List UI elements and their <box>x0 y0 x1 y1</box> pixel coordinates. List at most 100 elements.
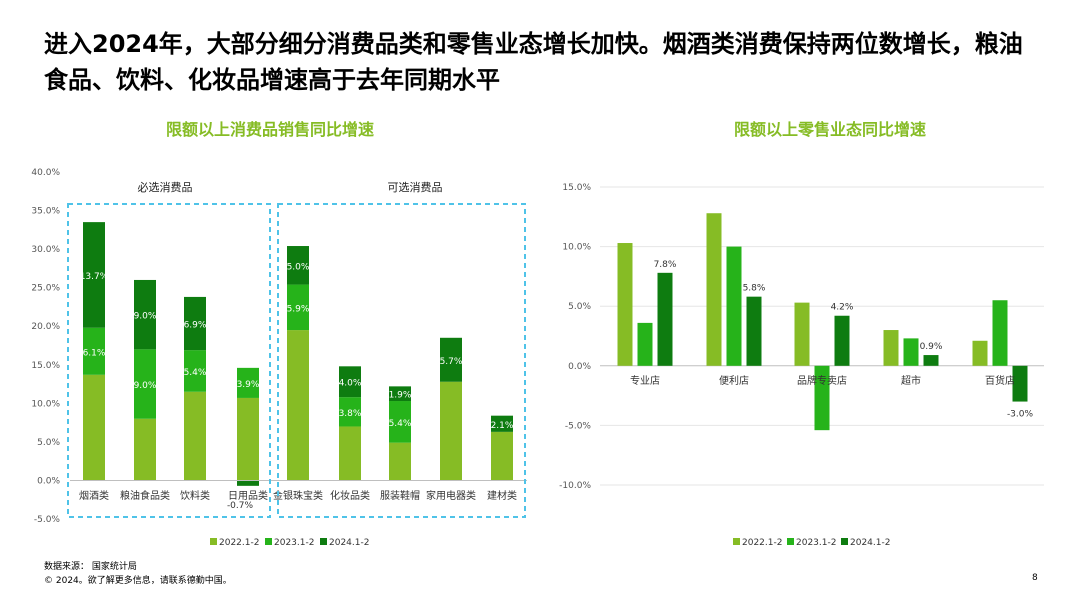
data-label: 2.1% <box>491 421 514 431</box>
bar-segment <box>287 330 309 481</box>
bar <box>814 365 830 431</box>
data-label: 9.0% <box>134 381 157 391</box>
data-label: 6.9% <box>184 321 207 331</box>
group-box <box>67 203 271 518</box>
bar-segment <box>287 246 309 285</box>
bar-segment <box>389 386 411 402</box>
bar-segment <box>287 284 309 331</box>
y-tick-label: 40.0% <box>31 168 60 178</box>
data-label: 3.8% <box>339 409 362 419</box>
page-number: 8 <box>1032 573 1038 583</box>
bar-segment <box>134 418 156 481</box>
bar-segment <box>491 415 513 432</box>
y-tick-label: 0.0% <box>37 476 60 486</box>
data-label: 6.1% <box>83 348 106 358</box>
y-tick-label: 5.0% <box>568 302 591 312</box>
y-tick-label: 10.0% <box>31 399 60 409</box>
bar <box>794 302 810 366</box>
bar <box>923 355 939 366</box>
y-tick-label: 25.0% <box>31 284 60 294</box>
category-label: 饮料类 <box>180 489 210 502</box>
bar-segment <box>237 367 259 398</box>
bar-segment <box>389 401 411 443</box>
category-label: 百货店 <box>985 374 1015 387</box>
bar-segment <box>339 426 361 481</box>
bar-segment <box>83 327 105 375</box>
bar-segment <box>184 350 206 392</box>
data-label: 13.7% <box>80 272 109 282</box>
bar <box>657 272 673 366</box>
bar-segment <box>440 337 462 382</box>
legend-label: 2023.1-2 <box>274 538 314 548</box>
copyright: © 2024。欲了解更多信息，请联系德勤中国。 <box>44 576 232 586</box>
bar <box>834 315 850 366</box>
legend-label: 2024.1-2 <box>329 538 369 548</box>
data-label: 4.2% <box>831 303 854 313</box>
data-label: 5.4% <box>389 419 412 429</box>
right-chart-title: 限额以上零售业态同比增速 <box>733 120 926 139</box>
category-label: 建材类 <box>487 489 517 502</box>
data-label: 7.8% <box>654 260 677 270</box>
category-label: 金银珠宝类 <box>273 489 323 502</box>
y-tick-label: 15.0% <box>562 183 591 193</box>
legend-swatch <box>265 538 272 545</box>
data-label: -3.0% <box>1007 410 1034 420</box>
bar-segment <box>491 431 513 481</box>
y-tick-label: 20.0% <box>31 322 60 332</box>
y-tick-label: 10.0% <box>562 243 591 253</box>
bar-segment <box>184 296 206 351</box>
y-tick-label: 0.0% <box>568 362 591 372</box>
data-label: 3.9% <box>237 380 260 390</box>
legend-label: 2022.1-2 <box>219 538 259 548</box>
y-tick-label: 35.0% <box>31 207 60 217</box>
left-chart-title: 限额以上消费品销售同比增速 <box>165 120 374 139</box>
bar-segment <box>440 381 462 481</box>
category-label: 服装鞋帽 <box>380 489 420 502</box>
data-label: 5.8% <box>743 284 766 294</box>
legend-swatch <box>733 538 740 545</box>
y-tick-label: 30.0% <box>31 245 60 255</box>
bar <box>617 243 633 366</box>
page-title: 进入2024年，大部分细分消费品类和零售业态增长加快。烟酒类消费保持两位数增长，… <box>44 30 1023 94</box>
legend-label: 2023.1-2 <box>796 538 836 548</box>
data-label: 5.7% <box>440 357 463 367</box>
bar-segment <box>134 279 156 350</box>
legend-label: 2024.1-2 <box>850 538 890 548</box>
data-source: 数据来源： 国家统计局 <box>44 562 137 572</box>
data-label: 5.9% <box>287 304 310 314</box>
bar <box>972 340 988 366</box>
bar <box>637 322 653 366</box>
legend-swatch <box>210 538 217 545</box>
bar-segment <box>389 442 411 481</box>
category-label: 专业店 <box>630 374 660 387</box>
data-label: 0.9% <box>920 342 943 352</box>
data-label: 9.0% <box>134 312 157 322</box>
bar-segment <box>237 480 259 486</box>
data-label: -0.7% <box>227 501 254 511</box>
group-box <box>277 203 526 518</box>
y-tick-label: 5.0% <box>37 438 60 448</box>
category-label: 便利店 <box>719 374 749 387</box>
data-label: 1.9% <box>389 391 412 401</box>
bar <box>903 338 919 366</box>
bar <box>992 300 1008 366</box>
category-label: 超市 <box>901 374 921 387</box>
category-label: 粮油食品类 <box>120 489 170 502</box>
bar-segment <box>237 397 259 481</box>
y-tick-label: -5.0% <box>34 515 61 525</box>
legend-swatch <box>787 538 794 545</box>
data-label: 4.0% <box>339 379 362 389</box>
y-tick-label: 15.0% <box>31 361 60 371</box>
bar-segment <box>339 397 361 427</box>
legend-swatch <box>320 538 327 545</box>
legend-swatch <box>841 538 848 545</box>
bar-segment <box>184 391 206 481</box>
bar <box>706 213 722 366</box>
legend-label: 2022.1-2 <box>742 538 782 548</box>
bar-segment <box>134 349 156 419</box>
group-label: 可选消费品 <box>388 180 443 194</box>
bar-segment <box>339 366 361 398</box>
category-label: 日用品类 <box>228 489 268 502</box>
